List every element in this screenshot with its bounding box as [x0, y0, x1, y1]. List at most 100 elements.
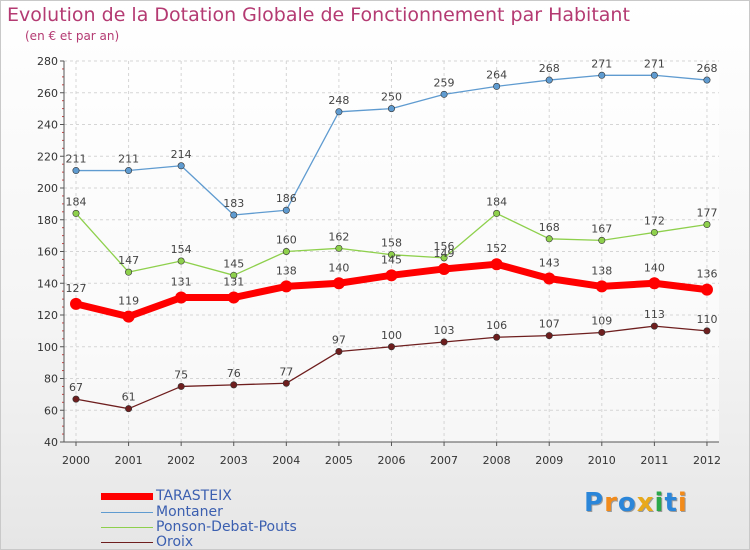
data-label-oroix: 67: [69, 381, 83, 394]
x-tick-label: 2006: [377, 454, 405, 467]
y-tick-label: 80: [44, 373, 58, 386]
data-point-oroix: [650, 322, 658, 330]
data-point-montaner: [177, 162, 185, 170]
data-point-montaner: [230, 211, 238, 219]
data-label-oroix: 113: [644, 308, 665, 321]
logo-letter: i: [654, 488, 665, 518]
data-point-oroix: [177, 382, 185, 390]
data-label-tarasteix: 145: [381, 253, 402, 266]
data-label-oroix: 110: [696, 313, 717, 326]
y-tick-label: 180: [37, 214, 58, 227]
x-tick-label: 2010: [588, 454, 616, 467]
logo-letter: P: [584, 488, 605, 518]
x-tick-label: 2007: [430, 454, 458, 467]
data-point-montaner: [72, 167, 80, 175]
data-point-oroix: [282, 379, 290, 387]
y-tick-label: 40: [44, 436, 58, 449]
data-label-ponson-debat-pouts: 184: [66, 195, 87, 208]
logo-letter: x: [636, 488, 655, 518]
data-point-montaner: [282, 206, 290, 214]
data-point-tarasteix: [490, 258, 503, 271]
data-point-ponson-debat-pouts: [493, 209, 501, 217]
data-label-ponson-debat-pouts: 172: [644, 214, 665, 227]
x-tick-label: 2005: [325, 454, 353, 467]
data-label-montaner: 211: [66, 153, 87, 166]
data-point-montaner: [650, 71, 658, 79]
data-point-ponson-debat-pouts: [125, 268, 133, 276]
data-label-tarasteix: 152: [486, 242, 507, 255]
y-tick-label: 160: [37, 246, 58, 259]
data-label-tarasteix: 149: [434, 247, 455, 260]
data-point-montaner: [545, 76, 553, 84]
data-label-montaner: 214: [171, 148, 192, 161]
data-point-montaner: [598, 71, 606, 79]
legend-swatch-montaner: [101, 512, 153, 513]
data-point-tarasteix: [227, 291, 240, 304]
data-label-montaner: 248: [328, 94, 349, 107]
data-point-tarasteix: [280, 280, 293, 293]
proxiti-logo: Proxiti: [584, 488, 688, 518]
x-tick-label: 2012: [693, 454, 721, 467]
data-point-oroix: [598, 328, 606, 336]
data-label-oroix: 103: [434, 324, 455, 337]
x-tick-label: 2002: [167, 454, 195, 467]
data-point-tarasteix: [122, 310, 135, 323]
data-label-tarasteix: 143: [539, 256, 560, 269]
legend-label-ponson-debat-pouts: Ponson-Debat-Pouts: [156, 519, 297, 535]
data-label-oroix: 97: [332, 334, 346, 347]
legend-swatch-tarasteix: [101, 493, 153, 500]
chart-title: Evolution de la Dotation Globale de Fonc…: [7, 4, 630, 26]
data-label-tarasteix: 131: [223, 276, 244, 289]
label-layer: 67 61 75 76 77 97 100 103 106 107 109 113 110 184 147 1…: [66, 57, 718, 403]
data-point-oroix: [125, 405, 133, 413]
data-point-ponson-debat-pouts: [335, 244, 343, 252]
data-point-oroix: [545, 332, 553, 340]
data-point-oroix: [440, 338, 448, 346]
data-label-oroix: 61: [122, 391, 136, 404]
data-point-ponson-debat-pouts: [598, 236, 606, 244]
data-label-montaner: 211: [118, 153, 139, 166]
data-point-tarasteix: [332, 277, 345, 290]
data-label-oroix: 100: [381, 329, 402, 342]
legend-swatch-ponson-debat-pouts: [101, 527, 153, 528]
data-point-oroix: [230, 381, 238, 389]
data-point-ponson-debat-pouts: [230, 271, 238, 279]
y-tick-label: 200: [37, 182, 58, 195]
data-label-tarasteix: 136: [696, 268, 717, 281]
data-label-ponson-debat-pouts: 167: [591, 222, 612, 235]
data-label-montaner: 268: [696, 62, 717, 75]
data-label-tarasteix: 127: [66, 282, 87, 295]
data-label-ponson-debat-pouts: 184: [486, 195, 507, 208]
logo-letter: t: [664, 488, 678, 518]
data-label-oroix: 109: [591, 314, 612, 327]
data-label-ponson-debat-pouts: 154: [171, 243, 192, 256]
data-label-tarasteix: 140: [644, 261, 665, 274]
y-tick-label: 100: [37, 341, 58, 354]
x-tick-label: 2008: [483, 454, 511, 467]
x-tick-label: 2001: [115, 454, 143, 467]
data-point-oroix: [335, 348, 343, 356]
data-point-ponson-debat-pouts: [72, 209, 80, 217]
x-tick-label: 2003: [220, 454, 248, 467]
data-label-ponson-debat-pouts: 160: [276, 234, 297, 247]
data-point-oroix: [703, 327, 711, 335]
data-point-tarasteix: [595, 280, 608, 293]
data-point-ponson-debat-pouts: [282, 248, 290, 256]
legend-label-oroix: Oroix: [156, 534, 194, 550]
logo-letter: i: [677, 488, 688, 518]
data-label-montaner: 271: [644, 57, 665, 70]
data-point-tarasteix: [700, 283, 713, 296]
data-label-oroix: 107: [539, 318, 560, 331]
data-point-oroix: [72, 395, 80, 403]
data-label-montaner: 264: [486, 68, 507, 81]
data-point-tarasteix: [648, 277, 661, 290]
data-label-ponson-debat-pouts: 162: [328, 230, 349, 243]
data-label-tarasteix: 131: [171, 276, 192, 289]
y-tick-label: 140: [37, 277, 58, 290]
data-point-montaner: [125, 167, 133, 175]
y-tick-label: 240: [37, 119, 58, 132]
data-point-oroix: [387, 343, 395, 351]
x-tick-label: 2009: [535, 454, 563, 467]
